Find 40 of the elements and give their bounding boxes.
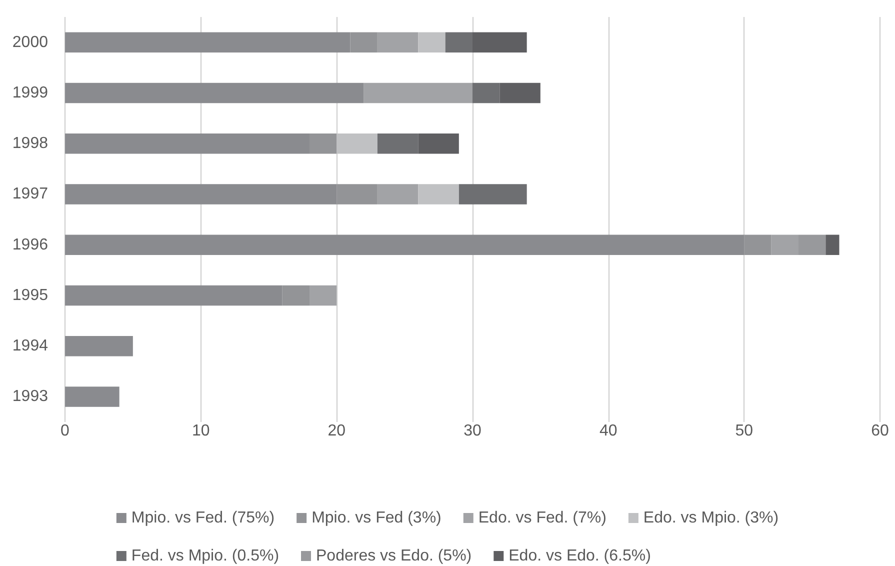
bar <box>472 32 527 52</box>
x-tick-label: 30 <box>464 422 482 440</box>
bar <box>458 184 527 204</box>
y-tick-label: 1995 <box>12 286 48 304</box>
y-tick-label: 1994 <box>12 338 48 355</box>
y-tick-label: 1993 <box>12 388 48 406</box>
y-tick-label: 1996 <box>12 236 48 254</box>
bar <box>418 133 459 154</box>
y-tick-label: 1998 <box>12 135 48 152</box>
bar <box>472 82 500 104</box>
bar <box>310 285 337 306</box>
y-tick-label: 1999 <box>12 84 48 102</box>
legend-label: Edo. vs Mpio. (3%) <box>643 510 779 526</box>
legend-label: Poderes vs Edo. (5%) <box>316 548 472 564</box>
bar <box>826 234 840 255</box>
x-tick-label: 10 <box>192 422 210 440</box>
legend-label: Edo. vs Edo. (6.5%) <box>508 548 651 564</box>
bar <box>364 82 472 104</box>
bar <box>65 386 120 407</box>
bar <box>377 184 418 204</box>
bar <box>418 184 459 204</box>
bar <box>500 82 540 104</box>
x-tick-label: 60 <box>871 422 889 440</box>
x-tick-label: 0 <box>60 422 70 440</box>
bar <box>377 133 418 154</box>
x-tick-label: 40 <box>599 422 618 440</box>
legend-label: Fed. vs Mpio. (0.5%) <box>131 548 280 564</box>
bar <box>336 133 378 154</box>
x-tick-label: 20 <box>328 422 346 440</box>
x-tick-label: 50 <box>735 422 754 440</box>
y-tick-label: 1997 <box>12 186 48 203</box>
bar <box>65 336 133 356</box>
legend-label: Mpio. vs Fed (3%) <box>312 510 442 526</box>
bar <box>65 82 364 104</box>
bar <box>418 32 446 52</box>
bar <box>377 32 418 52</box>
y-tick-label: 2000 <box>12 34 48 51</box>
legend-label: Mpio. vs Fed. (75%) <box>131 510 275 526</box>
legend-label: Edo. vs Fed. (7%) <box>478 510 606 526</box>
bar <box>445 32 472 52</box>
